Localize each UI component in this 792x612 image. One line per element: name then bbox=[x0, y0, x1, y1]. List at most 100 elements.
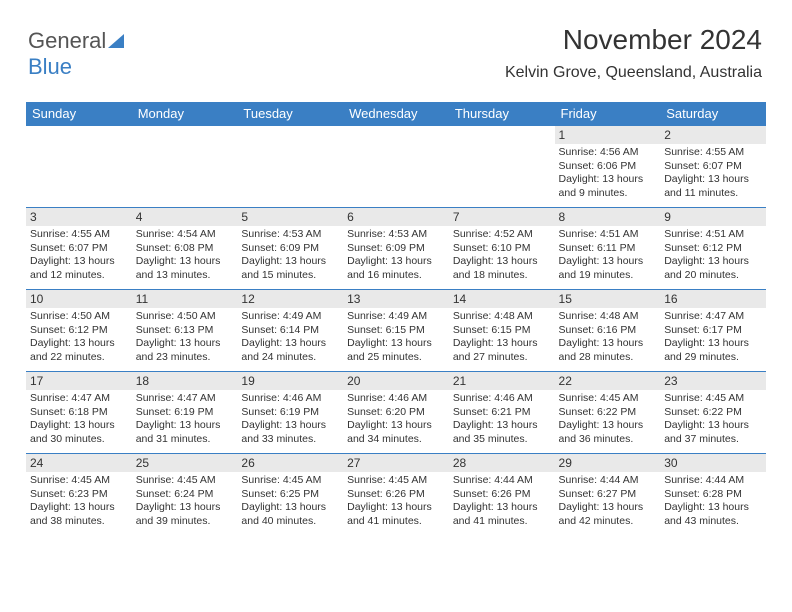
calendar-day-cell: 30Sunrise: 4:44 AMSunset: 6:28 PMDayligh… bbox=[660, 454, 766, 536]
day-number: 20 bbox=[343, 372, 449, 390]
calendar-day-cell: 4Sunrise: 4:54 AMSunset: 6:08 PMDaylight… bbox=[132, 208, 238, 290]
day-details: Sunrise: 4:55 AMSunset: 6:07 PMDaylight:… bbox=[660, 144, 766, 205]
day-details: Sunrise: 4:47 AMSunset: 6:19 PMDaylight:… bbox=[132, 390, 238, 451]
weekday-header: Thursday bbox=[449, 102, 555, 126]
page-title: November 2024 bbox=[563, 24, 762, 56]
day-details: Sunrise: 4:48 AMSunset: 6:16 PMDaylight:… bbox=[555, 308, 661, 369]
day-details: Sunrise: 4:45 AMSunset: 6:24 PMDaylight:… bbox=[132, 472, 238, 533]
calendar-day-cell: 25Sunrise: 4:45 AMSunset: 6:24 PMDayligh… bbox=[132, 454, 238, 536]
day-details: Sunrise: 4:50 AMSunset: 6:13 PMDaylight:… bbox=[132, 308, 238, 369]
day-number: 14 bbox=[449, 290, 555, 308]
calendar-table: SundayMondayTuesdayWednesdayThursdayFrid… bbox=[26, 102, 766, 536]
calendar-day-cell: 6Sunrise: 4:53 AMSunset: 6:09 PMDaylight… bbox=[343, 208, 449, 290]
day-number: 5 bbox=[237, 208, 343, 226]
calendar-day-cell: 2Sunrise: 4:55 AMSunset: 6:07 PMDaylight… bbox=[660, 126, 766, 208]
calendar-day-cell: 28Sunrise: 4:44 AMSunset: 6:26 PMDayligh… bbox=[449, 454, 555, 536]
day-number: 19 bbox=[237, 372, 343, 390]
calendar-day-cell: 1Sunrise: 4:56 AMSunset: 6:06 PMDaylight… bbox=[555, 126, 661, 208]
day-details: Sunrise: 4:48 AMSunset: 6:15 PMDaylight:… bbox=[449, 308, 555, 369]
day-details: Sunrise: 4:46 AMSunset: 6:20 PMDaylight:… bbox=[343, 390, 449, 451]
day-number: 9 bbox=[660, 208, 766, 226]
day-details: Sunrise: 4:46 AMSunset: 6:19 PMDaylight:… bbox=[237, 390, 343, 451]
day-details: Sunrise: 4:47 AMSunset: 6:18 PMDaylight:… bbox=[26, 390, 132, 451]
day-number: 23 bbox=[660, 372, 766, 390]
calendar-day-cell: 27Sunrise: 4:45 AMSunset: 6:26 PMDayligh… bbox=[343, 454, 449, 536]
calendar-day-cell: 13Sunrise: 4:49 AMSunset: 6:15 PMDayligh… bbox=[343, 290, 449, 372]
calendar-week-row: 1Sunrise: 4:56 AMSunset: 6:06 PMDaylight… bbox=[26, 126, 766, 208]
day-details: Sunrise: 4:56 AMSunset: 6:06 PMDaylight:… bbox=[555, 144, 661, 205]
calendar-week-row: 3Sunrise: 4:55 AMSunset: 6:07 PMDaylight… bbox=[26, 208, 766, 290]
day-details: Sunrise: 4:44 AMSunset: 6:26 PMDaylight:… bbox=[449, 472, 555, 533]
day-details: Sunrise: 4:44 AMSunset: 6:28 PMDaylight:… bbox=[660, 472, 766, 533]
weekday-header: Friday bbox=[555, 102, 661, 126]
day-number: 11 bbox=[132, 290, 238, 308]
calendar-day-cell: 14Sunrise: 4:48 AMSunset: 6:15 PMDayligh… bbox=[449, 290, 555, 372]
calendar-day-cell: 20Sunrise: 4:46 AMSunset: 6:20 PMDayligh… bbox=[343, 372, 449, 454]
day-number: 27 bbox=[343, 454, 449, 472]
day-details: Sunrise: 4:49 AMSunset: 6:15 PMDaylight:… bbox=[343, 308, 449, 369]
location-subtitle: Kelvin Grove, Queensland, Australia bbox=[505, 64, 762, 82]
day-number: 2 bbox=[660, 126, 766, 144]
calendar-day-cell: 5Sunrise: 4:53 AMSunset: 6:09 PMDaylight… bbox=[237, 208, 343, 290]
day-details: Sunrise: 4:45 AMSunset: 6:25 PMDaylight:… bbox=[237, 472, 343, 533]
day-number: 12 bbox=[237, 290, 343, 308]
day-details: Sunrise: 4:47 AMSunset: 6:17 PMDaylight:… bbox=[660, 308, 766, 369]
day-number: 26 bbox=[237, 454, 343, 472]
day-details: Sunrise: 4:51 AMSunset: 6:11 PMDaylight:… bbox=[555, 226, 661, 287]
day-details: Sunrise: 4:53 AMSunset: 6:09 PMDaylight:… bbox=[237, 226, 343, 287]
calendar-day-cell bbox=[449, 126, 555, 208]
day-number: 24 bbox=[26, 454, 132, 472]
day-number: 3 bbox=[26, 208, 132, 226]
day-details: Sunrise: 4:45 AMSunset: 6:22 PMDaylight:… bbox=[660, 390, 766, 451]
calendar-week-row: 17Sunrise: 4:47 AMSunset: 6:18 PMDayligh… bbox=[26, 372, 766, 454]
day-number: 21 bbox=[449, 372, 555, 390]
day-details: Sunrise: 4:45 AMSunset: 6:26 PMDaylight:… bbox=[343, 472, 449, 533]
calendar-week-row: 24Sunrise: 4:45 AMSunset: 6:23 PMDayligh… bbox=[26, 454, 766, 536]
day-details: Sunrise: 4:52 AMSunset: 6:10 PMDaylight:… bbox=[449, 226, 555, 287]
day-number: 17 bbox=[26, 372, 132, 390]
calendar-day-cell: 12Sunrise: 4:49 AMSunset: 6:14 PMDayligh… bbox=[237, 290, 343, 372]
logo-sail-icon bbox=[108, 34, 128, 50]
day-number: 6 bbox=[343, 208, 449, 226]
calendar-day-cell: 29Sunrise: 4:44 AMSunset: 6:27 PMDayligh… bbox=[555, 454, 661, 536]
day-number: 22 bbox=[555, 372, 661, 390]
weekday-header: Tuesday bbox=[237, 102, 343, 126]
calendar-day-cell: 8Sunrise: 4:51 AMSunset: 6:11 PMDaylight… bbox=[555, 208, 661, 290]
calendar-day-cell: 10Sunrise: 4:50 AMSunset: 6:12 PMDayligh… bbox=[26, 290, 132, 372]
calendar-day-cell: 18Sunrise: 4:47 AMSunset: 6:19 PMDayligh… bbox=[132, 372, 238, 454]
day-number: 8 bbox=[555, 208, 661, 226]
calendar-day-cell bbox=[26, 126, 132, 208]
day-number: 10 bbox=[26, 290, 132, 308]
calendar-day-cell: 26Sunrise: 4:45 AMSunset: 6:25 PMDayligh… bbox=[237, 454, 343, 536]
day-number: 13 bbox=[343, 290, 449, 308]
day-details: Sunrise: 4:50 AMSunset: 6:12 PMDaylight:… bbox=[26, 308, 132, 369]
day-details: Sunrise: 4:51 AMSunset: 6:12 PMDaylight:… bbox=[660, 226, 766, 287]
day-number: 28 bbox=[449, 454, 555, 472]
day-number: 4 bbox=[132, 208, 238, 226]
calendar-day-cell bbox=[343, 126, 449, 208]
day-details: Sunrise: 4:49 AMSunset: 6:14 PMDaylight:… bbox=[237, 308, 343, 369]
weekday-header: Saturday bbox=[660, 102, 766, 126]
day-details: Sunrise: 4:45 AMSunset: 6:23 PMDaylight:… bbox=[26, 472, 132, 533]
logo-text-2: Blue bbox=[28, 54, 72, 79]
day-number: 25 bbox=[132, 454, 238, 472]
calendar-day-cell: 21Sunrise: 4:46 AMSunset: 6:21 PMDayligh… bbox=[449, 372, 555, 454]
calendar-day-cell: 16Sunrise: 4:47 AMSunset: 6:17 PMDayligh… bbox=[660, 290, 766, 372]
calendar-day-cell: 22Sunrise: 4:45 AMSunset: 6:22 PMDayligh… bbox=[555, 372, 661, 454]
calendar-day-cell: 23Sunrise: 4:45 AMSunset: 6:22 PMDayligh… bbox=[660, 372, 766, 454]
calendar-week-row: 10Sunrise: 4:50 AMSunset: 6:12 PMDayligh… bbox=[26, 290, 766, 372]
calendar-header-row: SundayMondayTuesdayWednesdayThursdayFrid… bbox=[26, 102, 766, 126]
day-number: 7 bbox=[449, 208, 555, 226]
day-details: Sunrise: 4:54 AMSunset: 6:08 PMDaylight:… bbox=[132, 226, 238, 287]
day-number: 29 bbox=[555, 454, 661, 472]
weekday-header: Monday bbox=[132, 102, 238, 126]
day-details: Sunrise: 4:53 AMSunset: 6:09 PMDaylight:… bbox=[343, 226, 449, 287]
weekday-header: Wednesday bbox=[343, 102, 449, 126]
calendar-day-cell: 11Sunrise: 4:50 AMSunset: 6:13 PMDayligh… bbox=[132, 290, 238, 372]
weekday-header: Sunday bbox=[26, 102, 132, 126]
day-number: 16 bbox=[660, 290, 766, 308]
logo-text-1: General bbox=[28, 28, 106, 53]
day-details: Sunrise: 4:55 AMSunset: 6:07 PMDaylight:… bbox=[26, 226, 132, 287]
calendar-day-cell: 19Sunrise: 4:46 AMSunset: 6:19 PMDayligh… bbox=[237, 372, 343, 454]
logo: General Blue bbox=[28, 28, 128, 80]
